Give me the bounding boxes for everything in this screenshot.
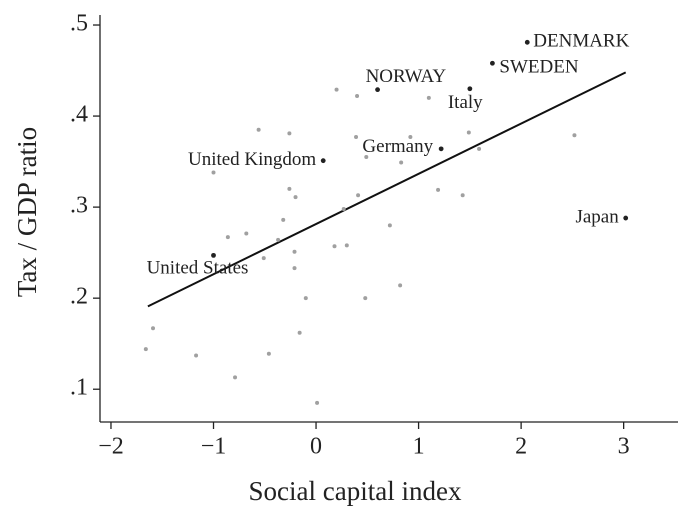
point [143,347,148,352]
y-tick-label: .5 [70,11,88,37]
point [151,326,156,331]
x-tick-label: −2 [98,434,124,460]
point [297,330,302,335]
point [399,160,404,165]
point-label: NORWAY [366,66,447,87]
point [341,206,346,211]
point-label: United Kingdom [188,149,316,170]
point [315,400,320,405]
point [261,256,266,261]
labeled-point [490,60,495,66]
point [244,231,249,236]
point [477,146,482,151]
point [225,235,230,240]
point [281,217,286,222]
y-tick-label: .2 [70,284,88,310]
x-tick-label: −1 [201,434,227,460]
point [408,135,413,140]
x-axis-label: Social capital index [249,476,462,506]
point [572,133,577,138]
point [276,237,281,242]
labeled-point [320,158,326,164]
point [398,283,403,288]
point [293,195,298,200]
point-label: Japan [575,206,619,227]
point [233,375,238,380]
y-tick-label: .1 [70,375,88,401]
point-label: United States [147,258,249,279]
point [303,296,308,301]
point [287,131,292,136]
labeled-point [211,252,216,258]
point-label: Germany [362,136,433,157]
point [256,127,261,132]
point [364,155,369,160]
y-axis-label: Tax / GDP ratio [12,127,42,297]
y-tick-label: .4 [70,102,88,128]
point-label: SWEDEN [499,57,578,78]
point [194,353,199,358]
labeled-point [467,86,473,92]
y-tick-label: .3 [70,193,88,219]
point [363,296,368,301]
point-label: DENMARK [533,31,629,52]
labeled-point [623,215,629,221]
point [466,130,471,135]
point [334,87,339,92]
point-label: Italy [448,92,483,113]
labeled-point [438,146,444,152]
fit-line [147,71,627,308]
point [344,243,349,248]
point [354,135,359,140]
point [387,223,392,228]
point [287,186,292,191]
point [355,94,360,99]
labeled-point [375,87,380,93]
labeled-point [524,39,530,45]
x-tick-label: 2 [515,434,527,460]
point [292,249,297,254]
point [292,266,297,271]
x-tick-label: 3 [618,434,630,460]
x-tick-label: 0 [310,434,322,460]
point [460,193,465,198]
point [436,187,441,192]
x-tick-label: 1 [413,434,425,460]
point [426,95,431,100]
point [266,351,271,356]
point [332,244,337,249]
point [211,170,216,175]
point [356,193,361,198]
